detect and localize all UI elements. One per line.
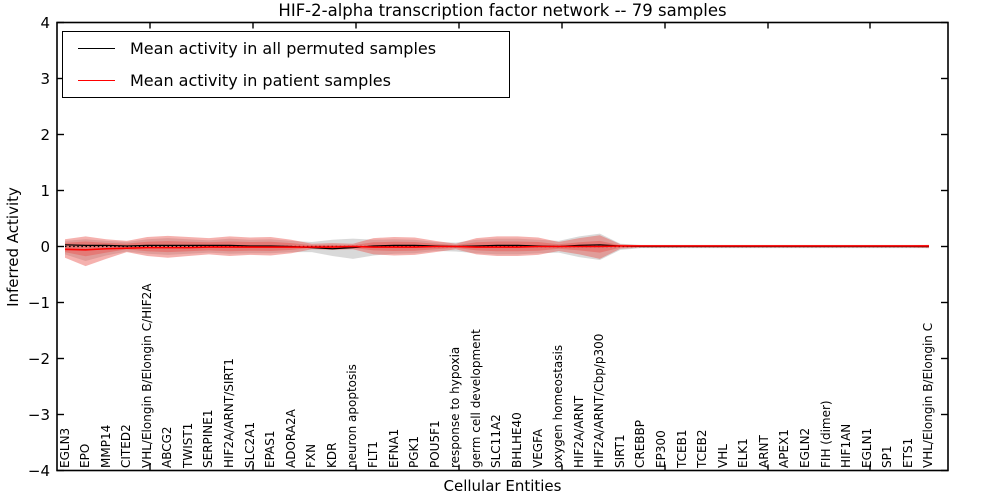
x-tick-label: CITED2 [119, 424, 134, 468]
x-tick-label: HIF2A/ARNT [571, 395, 586, 468]
y-tick-label: 0 [40, 237, 50, 256]
x-tick-label: SERPINE1 [201, 409, 216, 468]
legend-label-patient: Mean activity in patient samples [130, 70, 391, 90]
patient-mean-line [64, 245, 929, 251]
x-tick-label: ETS1 [900, 437, 915, 468]
x-tick-label: HIF1AN [839, 423, 854, 468]
legend-item-permuted: Mean activity in all permuted samples [63, 32, 509, 64]
x-tick-label: EPAS1 [263, 430, 278, 468]
x-tick-label: EGLN1 [859, 427, 874, 468]
y-tick-label: −1 [27, 293, 50, 312]
x-tick-label: EP300 [654, 430, 669, 468]
x-tick-label: TCEB2 [695, 429, 710, 468]
x-tick-label: FIH (dimer) [818, 400, 833, 468]
x-tick-label: PGK1 [407, 435, 422, 468]
x-tick-label: ARNT [756, 435, 771, 468]
legend: Mean activity in all permuted samples Me… [62, 31, 510, 98]
patient-line-swatch [78, 79, 115, 81]
x-tick-label: SLC11A2 [489, 414, 504, 468]
x-tick-label: VHL [715, 444, 730, 468]
legend-label-permuted: Mean activity in all permuted samples [130, 38, 437, 58]
x-tick-label: TWIST1 [180, 422, 195, 468]
y-tick-label: 4 [40, 13, 50, 32]
x-tick-label: ADORA2A [283, 409, 298, 468]
y-tick-label: 1 [40, 181, 50, 200]
x-tick-label: HIF2A/ARNT/SIRT1 [222, 358, 237, 468]
x-tick-label: oxygen homeostasis [551, 344, 566, 468]
permuted-line-swatch [78, 47, 115, 49]
x-tick-label: EGLN3 [57, 427, 72, 468]
x-tick-label: TCEB1 [674, 429, 689, 468]
x-tick-label: neuron apoptosis [345, 364, 360, 468]
y-tick-label: −3 [27, 405, 50, 424]
x-tick-label: VHL/Elongin B/Elongin C [921, 322, 936, 468]
x-tick-label: HIF2A/ARNT/Cbp/p300 [592, 333, 607, 468]
patient-band-inner [65, 240, 929, 257]
x-tick-label: ELK1 [736, 438, 751, 468]
x-tick-label: CREBBP [633, 420, 648, 468]
x-tick-label: FXN [304, 443, 319, 468]
x-tick-label: VEGFA [530, 428, 545, 468]
x-tick-label: ABCG2 [160, 426, 175, 468]
x-tick-label: FLT1 [366, 441, 381, 468]
y-tick-label: 2 [40, 125, 50, 144]
chart-title: HIF-2-alpha transcription factor network… [278, 1, 727, 20]
x-tick-label: response to hypoxia [448, 346, 463, 468]
x-tick-label: BHLHE40 [510, 412, 525, 468]
x-tick-label: APEX1 [777, 429, 792, 468]
x-tick-label: SIRT1 [612, 434, 627, 468]
x-tick-label: SLC2A1 [242, 421, 257, 468]
x-tick-label: MMP14 [98, 424, 113, 468]
x-tick-label: VHL/Elongin B/Elongin C/HIF2A [139, 283, 154, 468]
x-tick-label: EFNA1 [386, 428, 401, 468]
x-tick-label: POU5F1 [427, 420, 442, 468]
legend-item-patient: Mean activity in patient samples [63, 64, 509, 96]
y-tick-label: −4 [27, 461, 50, 480]
patient-band-outer [65, 235, 929, 267]
y-tick-label: 3 [40, 69, 50, 88]
x-tick-label: KDR [324, 442, 339, 468]
y-tick-label: −2 [27, 349, 50, 368]
x-tick-label: germ cell development [468, 329, 483, 468]
x-tick-label: EPO [78, 443, 93, 468]
x-tick-label: SP1 [880, 445, 895, 469]
x-tick-label: EGLN2 [798, 427, 813, 468]
x-axis-label: Cellular Entities [443, 477, 562, 495]
